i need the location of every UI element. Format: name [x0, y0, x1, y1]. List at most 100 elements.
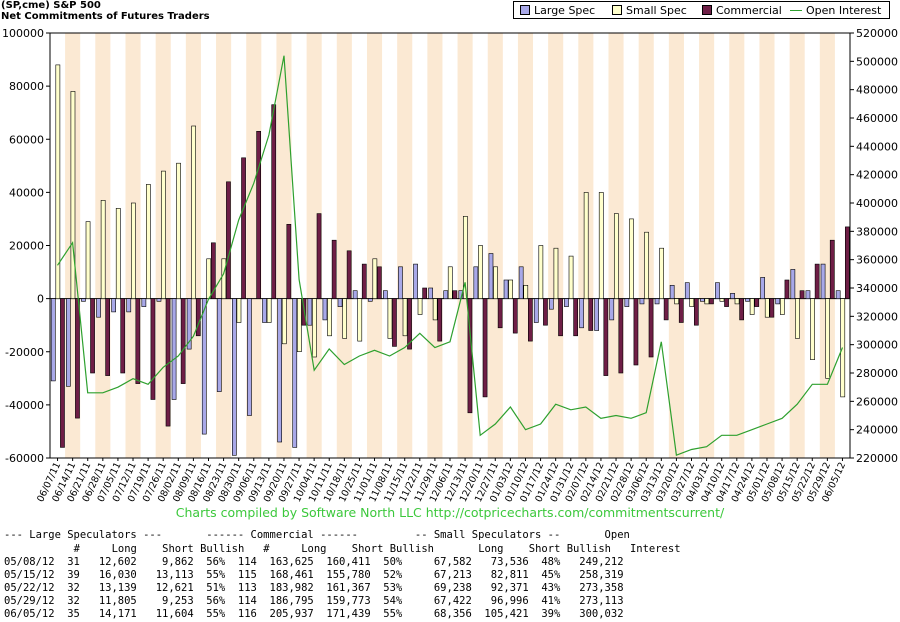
left-tick-label: 40000: [9, 186, 44, 199]
commercial-bar: [256, 131, 262, 299]
background-band: [427, 33, 443, 458]
commercial-bar: [724, 298, 729, 307]
background-band: [729, 33, 745, 458]
small-spec-bar: [131, 202, 136, 299]
large-spec-bar: [141, 298, 147, 307]
right-tick-label: 280000: [856, 367, 898, 380]
large-spec-bar: [745, 298, 750, 302]
commercial-bar: [663, 298, 669, 321]
small-spec-bar: [825, 298, 830, 379]
commercial-swatch-icon: [702, 5, 712, 15]
background-band: [336, 33, 352, 458]
commercial-bar: [437, 298, 443, 342]
large-spec-bar: [277, 298, 283, 443]
right-tick-label: 440000: [856, 140, 898, 153]
commercial-bar: [195, 298, 201, 337]
large-spec-bar: [805, 290, 811, 300]
legend-large-spec-label: Large Spec: [534, 4, 596, 17]
left-tick-label: 20000: [9, 240, 44, 253]
small-spec-bar: [312, 298, 317, 358]
legend-open-interest-label: Open Interest: [806, 4, 882, 17]
commercial-bar: [286, 224, 292, 300]
large-spec-bar: [488, 253, 494, 300]
large-spec-bar: [337, 298, 343, 307]
small-spec-bar: [85, 221, 91, 299]
small-spec-bar: [779, 298, 785, 315]
table-row: 05/29/12 32 11,805 9,253 56% 114 186,795…: [4, 595, 624, 607]
small-spec-bar: [583, 192, 589, 299]
background-band: [699, 33, 715, 458]
large-spec-bar: [201, 298, 207, 435]
commercial-bar: [331, 239, 337, 299]
right-tick-label: 260000: [856, 395, 898, 408]
small-spec-bar: [538, 245, 544, 299]
large-spec-bar: [760, 277, 765, 299]
large-spec-bar: [835, 290, 841, 300]
commercial-bar: [588, 298, 594, 331]
legend-open-interest: Open Interest: [790, 4, 881, 18]
small-spec-bar: [462, 216, 468, 299]
large-spec-bar: [352, 290, 358, 300]
large-spec-bar: [428, 287, 434, 299]
small-spec-bar: [387, 298, 393, 339]
large-spec-bar: [775, 298, 781, 305]
large-spec-bar: [186, 298, 192, 350]
large-spec-bar: [594, 298, 599, 331]
small-spec-bar: [70, 91, 76, 299]
right-tick-label: 420000: [856, 169, 898, 182]
large-spec-bar: [111, 298, 116, 313]
large-spec-bar: [639, 298, 645, 305]
commercial-bar: [618, 298, 624, 374]
background-band: [487, 33, 503, 458]
commercial-bar: [361, 263, 367, 299]
small-spec-bar: [281, 298, 287, 345]
small-spec-bar: [719, 298, 725, 302]
commercial-bar: [754, 298, 760, 307]
large-spec-bar: [579, 298, 584, 329]
commercial-bar: [527, 298, 533, 342]
right-tick-label: 360000: [856, 254, 898, 267]
large-spec-swatch-icon: [520, 5, 530, 15]
commercial-bar: [75, 298, 80, 419]
left-tick-label: 0: [37, 293, 44, 306]
large-spec-bar: [382, 290, 388, 300]
table-row: 05/08/12 31 12,602 9,862 56% 114 163,625…: [4, 556, 624, 568]
small-spec-bar: [674, 298, 679, 305]
small-spec-bar: [402, 298, 408, 337]
large-spec-bar: [171, 298, 177, 400]
right-tick-label: 320000: [856, 310, 898, 323]
left-tick-label: 60000: [9, 133, 44, 146]
commercial-bar: [799, 290, 805, 300]
small-spec-bar: [478, 245, 483, 299]
commercial-bar: [60, 298, 65, 448]
commercial-bar: [482, 298, 488, 398]
table-row: 06/05/12 35 14,171 11,604 55% 116 205,93…: [4, 608, 624, 620]
large-spec-bar: [50, 298, 56, 382]
commercial-bar: [844, 226, 850, 299]
commercial-bar: [376, 266, 382, 299]
background-band: [306, 33, 322, 458]
small-spec-bar: [146, 184, 151, 299]
table-header-columns: # Long Short Bullish # Long Short Bullis…: [61, 543, 681, 555]
background-band: [548, 33, 564, 458]
large-spec-bar: [81, 298, 86, 302]
small-spec-bar: [598, 192, 604, 299]
large-spec-bar: [367, 298, 373, 302]
right-tick-label: 380000: [856, 225, 898, 238]
commercial-bar: [678, 298, 684, 323]
small-spec-bar: [795, 298, 800, 339]
small-spec-bar: [553, 247, 559, 299]
chart-subtitle: Net Commitments of Futures Traders: [1, 11, 210, 22]
small-spec-bar: [493, 266, 498, 299]
commercial-bar: [211, 242, 216, 299]
commercial-bar: [241, 157, 246, 299]
large-spec-bar: [216, 298, 222, 392]
right-tick-label: 300000: [856, 339, 898, 352]
small-spec-bar: [296, 298, 302, 353]
large-spec-bar: [247, 298, 252, 416]
small-spec-bar: [327, 298, 332, 337]
large-spec-bar: [156, 298, 162, 302]
small-spec-bar: [191, 125, 197, 299]
right-tick-label: 220000: [856, 452, 898, 465]
small-spec-bar: [417, 298, 423, 315]
